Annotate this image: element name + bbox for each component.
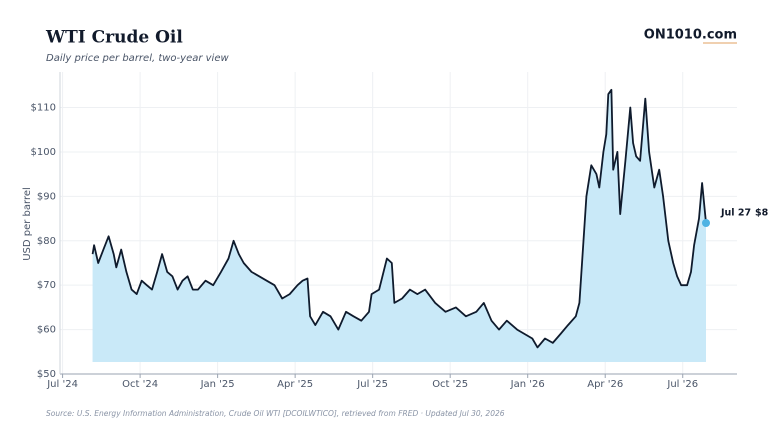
y-tick-label: $70	[37, 280, 56, 291]
area	[92, 89, 707, 363]
line	[91, 88, 707, 349]
plot: $50 $60 $70 $80 $90 $100 $110 Jul '24 Oct '24 Jan…	[31, 72, 768, 390]
annotation-price: $84	[755, 208, 768, 219]
chart-subtitle: Daily price per barrel, two-year view	[46, 53, 229, 64]
x-tick-label: Jul '24	[46, 379, 78, 390]
annotation-date: Jul 27	[720, 208, 751, 219]
x-tick-label: Oct '25	[432, 379, 468, 390]
y-tick-label: $60	[37, 325, 56, 336]
y-tick-label: $110	[31, 103, 56, 114]
y-tick-label: $90	[37, 191, 56, 202]
source-note: Source: U.S. Energy Information Administ…	[46, 409, 505, 418]
x-tick-label: Jul '25	[356, 379, 388, 390]
y-tick-label: $100	[31, 147, 56, 158]
x-tick-label: Jan '26	[510, 379, 545, 390]
y-tick-label: $50	[37, 369, 56, 380]
x-tick-label: Apr '26	[587, 379, 623, 390]
x-tick-label: Oct '24	[122, 379, 158, 390]
last-point	[701, 219, 710, 227]
chart-title: WTI Crude Oil	[45, 28, 183, 48]
y-axis-label: USD per barrel	[22, 187, 33, 261]
brand: ON1010.com	[644, 28, 737, 43]
y-tick-label: $80	[37, 236, 56, 247]
x-tick-label: Apr '25	[277, 379, 313, 390]
x-tick-label: Jul '26	[666, 379, 698, 390]
x-tick-label: Jan '25	[200, 379, 235, 390]
